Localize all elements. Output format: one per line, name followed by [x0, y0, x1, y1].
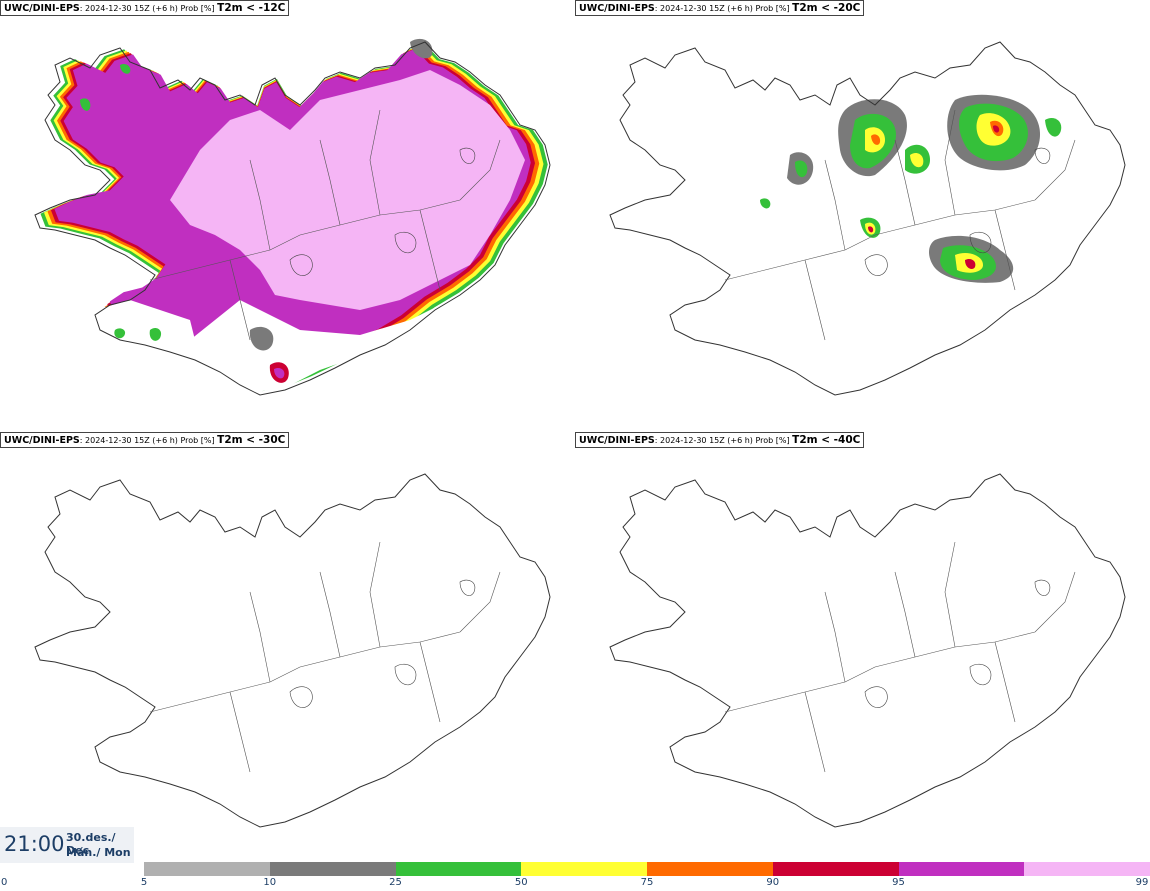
colorbar-tick-label: 90	[766, 877, 780, 888]
iceland-map	[609, 473, 1126, 828]
map-panel-t2m-minus40: UWC/DINI-EPS: 2024-12-30 15Z (+6 h) Prob…	[575, 432, 1150, 862]
colorbar-tick-label: 75	[640, 877, 654, 888]
panel-title: UWC/DINI-EPS: 2024-12-30 15Z (+6 h) Prob…	[0, 432, 290, 448]
colorbar-segment	[772, 862, 899, 876]
colorbar-tick-label: 10	[263, 877, 277, 888]
colorbar-segment	[269, 862, 396, 876]
colorbar-tick-label: 25	[389, 877, 402, 888]
valid-date-line1: 30.des./ Dec	[66, 831, 116, 857]
colorbar-segment	[898, 862, 1025, 876]
probability-colorbar	[144, 862, 1150, 876]
map-panel-t2m-minus20: UWC/DINI-EPS: 2024-12-30 15Z (+6 h) Prob…	[575, 0, 1150, 430]
panel-title: UWC/DINI-EPS: 2024-12-30 15Z (+6 h) Prob…	[575, 432, 865, 448]
colorbar-tick-label: 50	[514, 877, 528, 888]
colorbar-tick-label: 95	[892, 877, 905, 888]
map-panel-t2m-minus30: UWC/DINI-EPS: 2024-12-30 15Z (+6 h) Prob…	[0, 432, 575, 862]
iceland-map	[34, 38, 551, 396]
valid-date-line2: Mán./ Mon	[66, 846, 131, 859]
iceland-map	[609, 41, 1126, 396]
colorbar-segment	[144, 862, 270, 876]
probability-field	[40, 38, 548, 392]
colorbar-tick-label: 5	[140, 877, 148, 888]
colorbar-segment	[395, 862, 522, 876]
probability-field	[760, 94, 1062, 283]
colorbar-segment	[647, 862, 773, 876]
colorbar-segment	[1024, 862, 1150, 876]
valid-time-box: 21:00 30.des./ Dec Mán./ Mon	[0, 827, 134, 863]
colorbar-tick-label: 0	[1, 877, 8, 888]
iceland-map	[34, 473, 551, 828]
colorbar-tick-label: 99	[1135, 877, 1149, 888]
colorbar-segment	[521, 862, 647, 876]
panel-title: UWC/DINI-EPS: 2024-12-30 15Z (+6 h) Prob…	[575, 0, 865, 16]
valid-time: 21:00	[4, 832, 65, 856]
map-panel-t2m-minus12: UWC/DINI-EPS: 2024-12-30 15Z (+6 h) Prob…	[0, 0, 575, 430]
panel-title: UWC/DINI-EPS: 2024-12-30 15Z (+6 h) Prob…	[0, 0, 290, 16]
